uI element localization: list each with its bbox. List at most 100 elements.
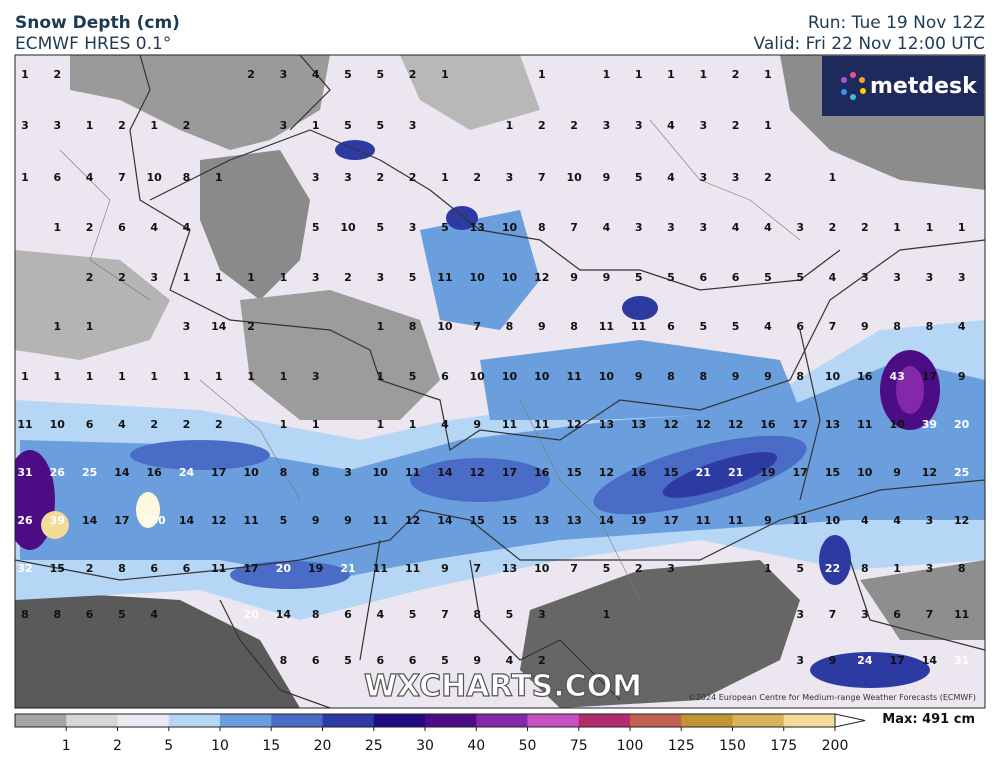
grid-value: 16 [534, 466, 550, 479]
legend-swatch [271, 714, 323, 727]
grid-value: 11 [793, 514, 808, 527]
grid-value: 4 [86, 171, 94, 184]
grid-value: 3 [635, 119, 643, 132]
grid-value: 1 [603, 68, 611, 81]
grid-value: 3 [21, 119, 29, 132]
legend-swatch [476, 714, 528, 727]
grid-value: 4 [441, 418, 449, 431]
grid-value: 3 [280, 68, 288, 81]
grid-value: 1 [183, 271, 191, 284]
grid-value: 1 [926, 221, 934, 234]
grid-value: 13 [631, 418, 646, 431]
legend-label: 100 [617, 738, 644, 754]
grid-value: 14 [922, 654, 938, 667]
grid-value: 7 [926, 608, 934, 621]
grid-value: 12 [470, 466, 485, 479]
grid-value: 6 [893, 608, 901, 621]
legend-swatch [630, 714, 682, 727]
grid-value: 1 [764, 68, 772, 81]
grid-values: 1 2 2 3 4 5 5 2 1 1 1 1 1 1 2 13 3 1 2 1 2 3 1 5 5 3 1 2 2 3 3 4 3 2 11 6 4 7… [17, 68, 969, 667]
grid-value: 1 [764, 119, 772, 132]
legend-label: 150 [719, 738, 746, 754]
grid-value: 12 [728, 418, 743, 431]
grid-value: 2 [247, 68, 255, 81]
grid-value: 15 [663, 466, 678, 479]
grid-value: 15 [566, 466, 581, 479]
grid-value: 12 [954, 514, 969, 527]
grid-value: 14 [211, 320, 227, 333]
grid-value: 1 [376, 418, 384, 431]
grid-value: 26 [17, 514, 33, 527]
grid-value: 11 [405, 562, 420, 575]
grid-value: 5 [603, 562, 611, 575]
grid-value: 1 [215, 370, 223, 383]
grid-value: 4 [764, 320, 772, 333]
grid-value: 21 [696, 466, 711, 479]
grid-value: 22 [825, 562, 840, 575]
grid-value: 5 [506, 608, 514, 621]
grid-value: 13 [599, 418, 614, 431]
grid-value: 1 [506, 119, 514, 132]
grid-value: 3 [861, 608, 869, 621]
grid-value: 3 [376, 271, 384, 284]
grid-value: 1 [376, 320, 384, 333]
grid-value: 11 [631, 320, 646, 333]
grid-value: 2 [376, 171, 384, 184]
grid-value: 5 [409, 608, 417, 621]
legend-swatch [425, 714, 477, 727]
grid-value: 5 [376, 221, 384, 234]
grid-value: 1 [635, 68, 643, 81]
grid-value: 10 [243, 466, 259, 479]
grid-value: 4 [667, 171, 675, 184]
grid-value: 2 [118, 271, 126, 284]
grid-value: 3 [699, 119, 707, 132]
grid-value: 9 [344, 514, 352, 527]
grid-value: 2 [183, 119, 191, 132]
grid-value: 4 [893, 514, 901, 527]
grid-value: 9 [473, 418, 481, 431]
grid-value: 4 [667, 119, 675, 132]
legend-swatch [578, 714, 631, 727]
grid-value: 3 [150, 271, 158, 284]
grid-value: 9 [764, 514, 772, 527]
grid-value: 5 [409, 370, 417, 383]
grid-value: 1 [215, 271, 223, 284]
grid-value: 3 [699, 171, 707, 184]
grid-value: 14 [114, 466, 130, 479]
grid-value: 24 [179, 466, 195, 479]
grid-value: 32 [17, 562, 32, 575]
legend-swatch [117, 714, 170, 727]
grid-value: 7 [570, 562, 578, 575]
grid-value: 1 [86, 119, 94, 132]
grid-value: 5 [764, 271, 772, 284]
grid-value: 2 [409, 68, 417, 81]
grid-value: 6 [409, 654, 417, 667]
grid-value: 12 [534, 271, 549, 284]
grid-value: 2 [86, 221, 94, 234]
grid-value: 12 [566, 418, 581, 431]
grid-value: 19 [760, 466, 775, 479]
grid-value: 1 [699, 68, 707, 81]
grid-value: 6 [53, 171, 61, 184]
grid-value: 2 [86, 271, 94, 284]
grid-value: 3 [861, 271, 869, 284]
grid-value: 9 [829, 654, 837, 667]
grid-value: 1 [958, 221, 966, 234]
grid-value: 760 [143, 514, 166, 527]
grid-value: 9 [893, 466, 901, 479]
legend-arrow [834, 713, 866, 728]
grid-value: 14 [437, 514, 453, 527]
grid-value: 1 [215, 171, 223, 184]
grid-value: 9 [732, 370, 740, 383]
legend-label: 75 [570, 738, 588, 754]
grid-value: 39 [50, 514, 65, 527]
grid-value: 7 [118, 171, 126, 184]
grid-value: 3 [344, 466, 352, 479]
grid-value: 12 [405, 514, 420, 527]
grid-value: 7 [473, 562, 481, 575]
grid-value: 6 [732, 271, 740, 284]
grid-value: 4 [506, 654, 514, 667]
grid-value: 31 [954, 654, 969, 667]
grid-value: 8 [893, 320, 901, 333]
grid-value: 3 [699, 221, 707, 234]
